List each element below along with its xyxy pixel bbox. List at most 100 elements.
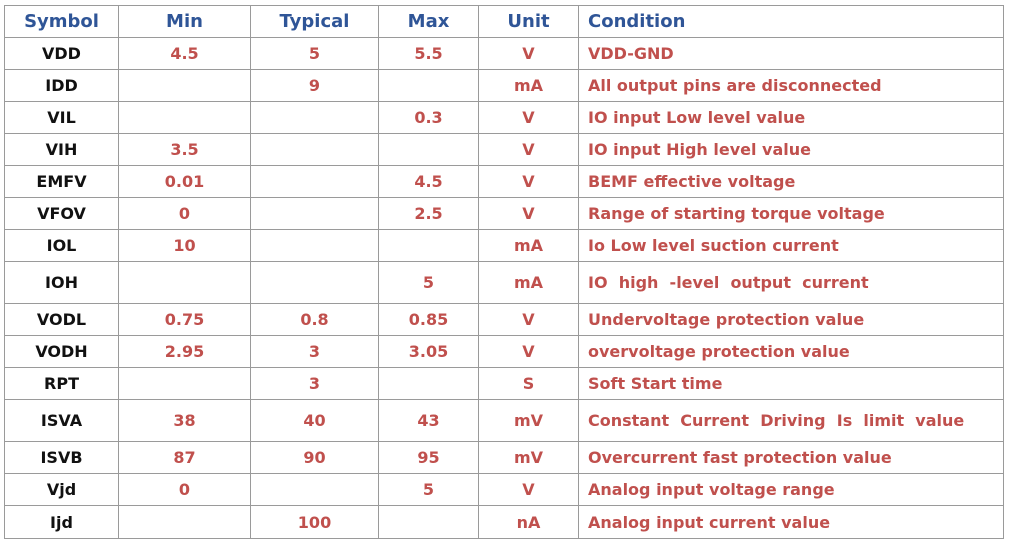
condition-cell: IO high -level output current (578, 261, 1004, 304)
value-cell: 43 (378, 399, 479, 442)
value-cell (378, 367, 479, 400)
table-row: ISVA 38 40 43 mV Constant Current Driving Is … (4, 399, 1004, 442)
table-row: VDD 4.5 5 5.5 V VDD-GND (4, 37, 1004, 70)
value-cell (250, 133, 379, 166)
value-cell: V (478, 473, 579, 506)
header-cell: Max (378, 5, 479, 38)
table-body: VDD 4.5 5 5.5 V VDD-GND IDD 9 mA All output pins … (4, 37, 1004, 539)
value-cell: 100 (250, 505, 379, 539)
table-row: VIL 0.3 V IO input Low level value (4, 101, 1004, 134)
symbol-cell: EMFV (4, 165, 119, 198)
condition-cell: All output pins are disconnected (578, 69, 1004, 102)
value-cell (118, 505, 251, 539)
symbol-cell: Ijd (4, 505, 119, 539)
symbol-cell: ISVB (4, 441, 119, 474)
symbol-cell: VDD (4, 37, 119, 70)
spec-table: Symbol Min Typical Max Unit Condition VDD 4.5 5… (4, 5, 1004, 539)
header-cell: Typical (250, 5, 379, 38)
value-cell: nA (478, 505, 579, 539)
value-cell: 10 (118, 229, 251, 262)
condition-cell: VDD-GND (578, 37, 1004, 70)
symbol-cell: Vjd (4, 473, 119, 506)
table-row: EMFV 0.01 4.5 V BEMF effective voltage (4, 165, 1004, 198)
value-cell: 5 (378, 261, 479, 304)
header-cell: Min (118, 5, 251, 38)
value-cell: mA (478, 261, 579, 304)
value-cell: 4.5 (378, 165, 479, 198)
condition-cell: Analog input voltage range (578, 473, 1004, 506)
value-cell: 3 (250, 367, 379, 400)
value-cell: 0.01 (118, 165, 251, 198)
value-cell: 0 (118, 197, 251, 230)
symbol-cell: IOL (4, 229, 119, 262)
value-cell: 0.8 (250, 303, 379, 336)
value-cell: 87 (118, 441, 251, 474)
table-row: Ijd 100 nA Analog input current value (4, 505, 1004, 539)
symbol-cell: VODH (4, 335, 119, 368)
value-cell: 3.05 (378, 335, 479, 368)
value-cell: mA (478, 229, 579, 262)
value-cell: 95 (378, 441, 479, 474)
value-cell (378, 229, 479, 262)
value-cell (250, 229, 379, 262)
value-cell: 0.3 (378, 101, 479, 134)
table-row: RPT 3 S Soft Start time (4, 367, 1004, 400)
value-cell: 3.5 (118, 133, 251, 166)
value-cell (118, 261, 251, 304)
symbol-cell: IOH (4, 261, 119, 304)
table-row: IDD 9 mA All output pins are disconnected (4, 69, 1004, 102)
value-cell: 5 (378, 473, 479, 506)
condition-cell: Range of starting torque voltage (578, 197, 1004, 230)
table-row: VODL 0.75 0.8 0.85 V Undervoltage protection … (4, 303, 1004, 336)
value-cell: 5 (250, 37, 379, 70)
header-cell: Unit (478, 5, 579, 38)
header-cell: Symbol (4, 5, 119, 38)
value-cell: V (478, 165, 579, 198)
value-cell: 5.5 (378, 37, 479, 70)
header-cell: Condition (578, 5, 1004, 38)
value-cell: V (478, 197, 579, 230)
condition-cell: overvoltage protection value (578, 335, 1004, 368)
value-cell: V (478, 101, 579, 134)
condition-cell: Undervoltage protection value (578, 303, 1004, 336)
symbol-cell: VODL (4, 303, 119, 336)
value-cell: mA (478, 69, 579, 102)
table-row: ISVB 87 90 95 mV Overcurrent fast protection … (4, 441, 1004, 474)
value-cell: 9 (250, 69, 379, 102)
symbol-cell: VFOV (4, 197, 119, 230)
value-cell (378, 505, 479, 539)
condition-cell: IO input High level value (578, 133, 1004, 166)
value-cell (250, 473, 379, 506)
condition-cell: Soft Start time (578, 367, 1004, 400)
value-cell: V (478, 335, 579, 368)
table-row: IOH 5 mA IO high -level output current (4, 261, 1004, 304)
value-cell: 0.85 (378, 303, 479, 336)
value-cell (250, 261, 379, 304)
value-cell (118, 101, 251, 134)
value-cell: 3 (250, 335, 379, 368)
value-cell (118, 69, 251, 102)
symbol-cell: RPT (4, 367, 119, 400)
value-cell: mV (478, 441, 579, 474)
condition-cell: Constant Current Driving Is limit value (578, 399, 1004, 442)
symbol-cell: VIL (4, 101, 119, 134)
value-cell: S (478, 367, 579, 400)
value-cell (250, 197, 379, 230)
value-cell: 38 (118, 399, 251, 442)
condition-cell: IO input Low level value (578, 101, 1004, 134)
value-cell: 0 (118, 473, 251, 506)
value-cell: mV (478, 399, 579, 442)
table-row: Vjd 0 5 V Analog input voltage range (4, 473, 1004, 506)
symbol-cell: IDD (4, 69, 119, 102)
value-cell: V (478, 37, 579, 70)
value-cell: 40 (250, 399, 379, 442)
condition-cell: Overcurrent fast protection value (578, 441, 1004, 474)
condition-cell: Io Low level suction current (578, 229, 1004, 262)
value-cell (250, 165, 379, 198)
value-cell: 0.75 (118, 303, 251, 336)
table-row: VIH 3.5 V IO input High level value (4, 133, 1004, 166)
header-row: Symbol Min Typical Max Unit Condition (4, 5, 1004, 38)
value-cell: V (478, 133, 579, 166)
value-cell: 4.5 (118, 37, 251, 70)
